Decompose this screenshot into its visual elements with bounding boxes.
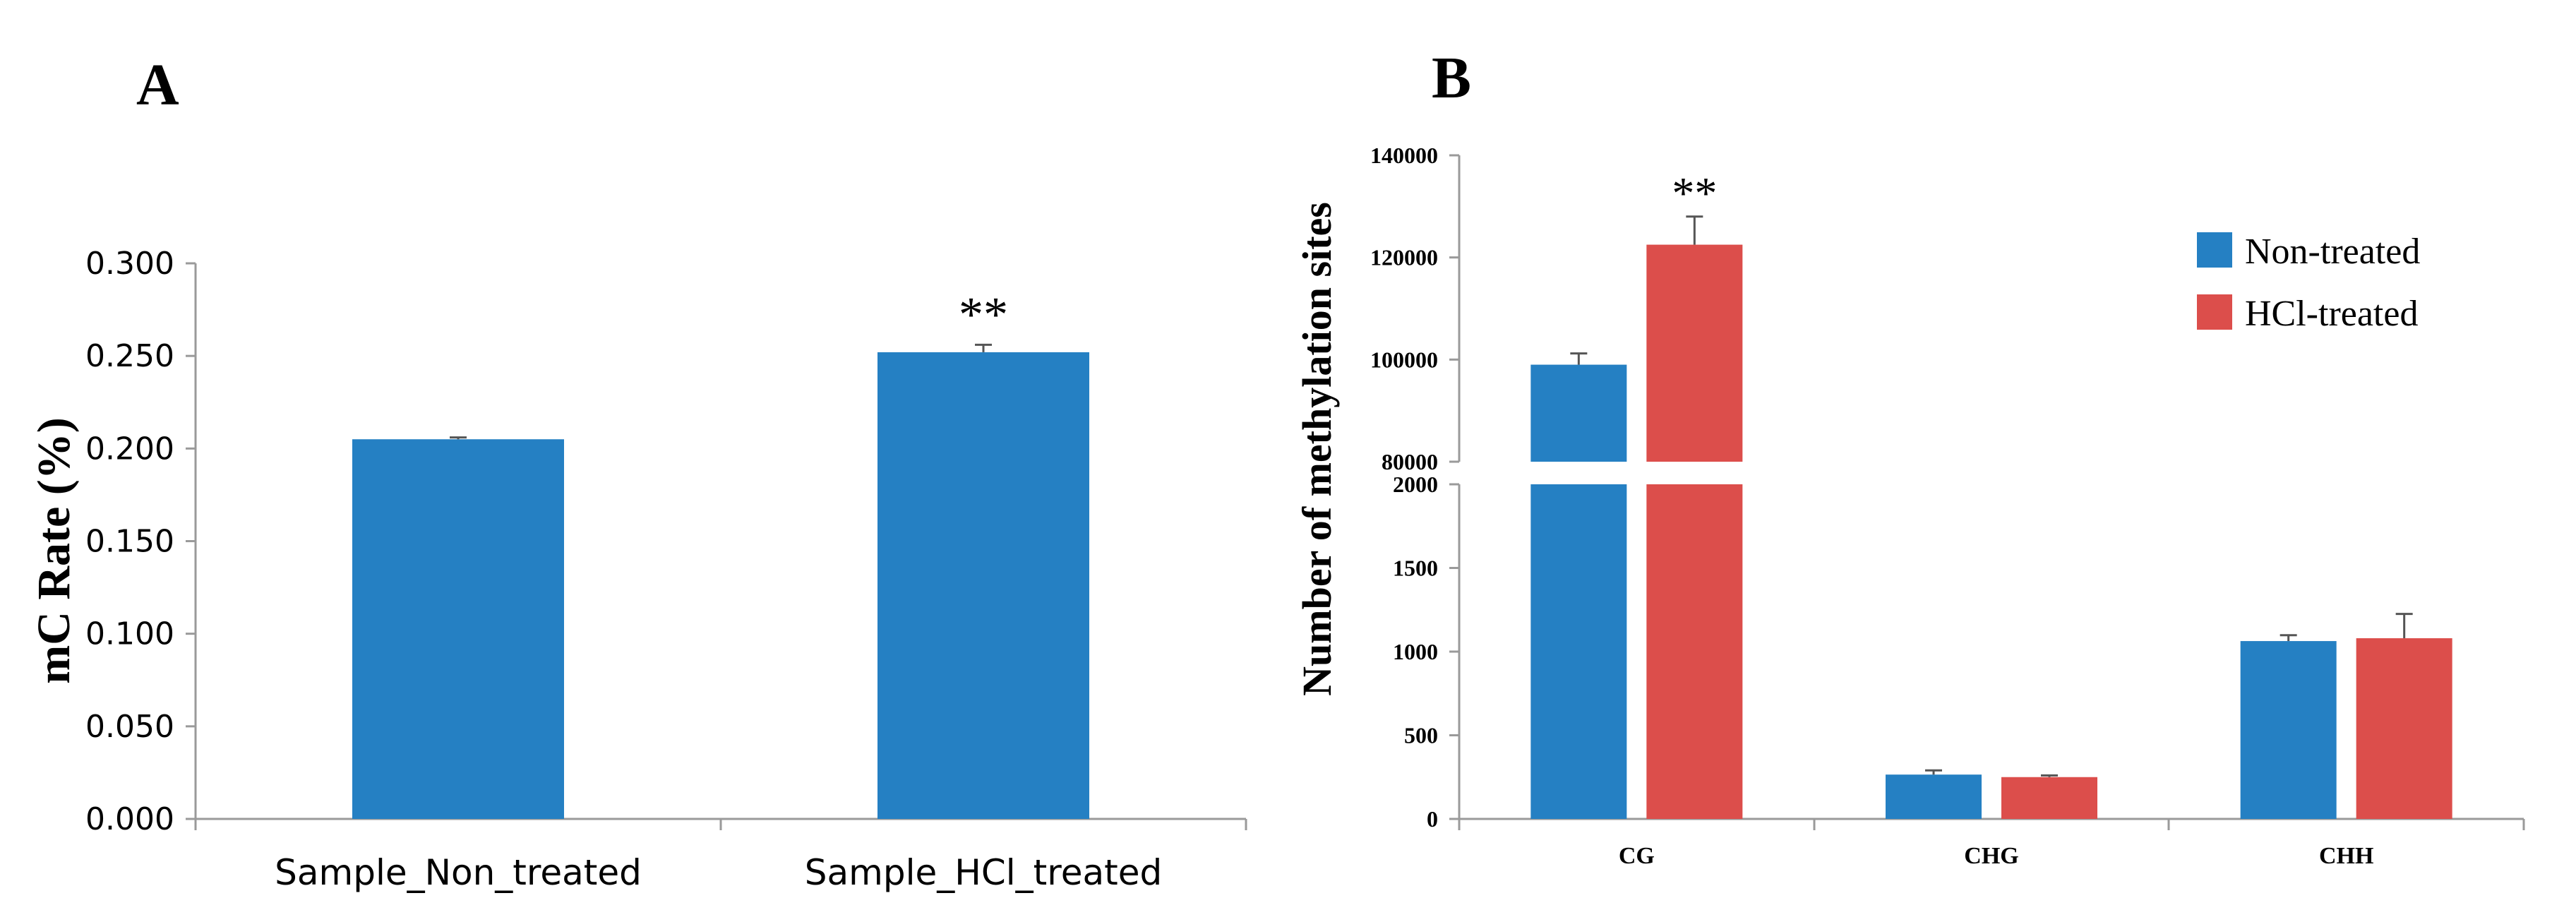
panel-b-label: B [1432,45,1471,111]
panel-a-y-axis-label: mC Rate (%) [28,417,80,684]
panel-b-y-tick-label: 1000 [1393,639,1438,664]
panel-b-y-axis-label: Number of methylation sites [1294,202,1340,696]
panel-a: A mC Rate (%) 0.0000.0500.1000.1500.2000… [28,52,1247,893]
panel-b-bar-non-treated [2240,641,2337,819]
panel-a-x-tick-label: Sample_HCl_treated [805,852,1162,893]
panel-a-y-tick-label: 0.050 [85,709,174,745]
panel-b-y-tick-label: 0 [1427,806,1438,832]
panel-b-x-tick-label: CHH [2319,843,2373,869]
panel-b-y-tick-label: 120000 [1370,245,1438,270]
panel-a-x-labels: Sample_Non_treated Sample_HCl_treated [275,852,1162,893]
panel-b-bar-hcl-treated [1646,484,1743,819]
panel-a-y-tick-label: 0.300 [85,246,174,282]
panel-a-bar [877,352,1089,819]
panel-b-x-tick-label: CG [1619,843,1655,869]
panel-a-significance-marker: ** [959,287,1008,342]
panel-b-bar-non-treated [1530,484,1627,819]
panel-b-significance-marker: ** [1672,168,1717,218]
legend-label-non-treated: Non-treated [2245,232,2420,272]
panel-b-bar-non-treated [1886,774,1982,819]
panel-b-bar-non-treated-upper [1530,364,1627,462]
panel-b: B Number of methylation sites 0 500 1000 15… [1294,45,2525,869]
panel-b-x-labels: CG CHG CHH [1619,843,2374,869]
panel-a-y-tick-label: 0.100 [85,616,174,652]
panel-b-bar-hcl-treated [2356,638,2452,819]
panel-a-bars: ** [352,287,1089,819]
panel-b-y-tick-label: 2000 [1393,472,1438,497]
legend-label-hcl-treated: HCl-treated [2245,294,2418,334]
panel-b-x-tick-label: CHG [1964,843,2018,869]
panel-a-y-tick-label: 0.250 [85,338,174,374]
legend: Non-treated HCl-treated [2197,232,2420,334]
legend-swatch-non-treated [2197,232,2232,268]
panel-a-bar [352,439,564,819]
legend-swatch-hcl-treated [2197,294,2232,330]
panel-b-bar-hcl-treated-upper [1646,244,1743,462]
panel-b-y-tick-label: 100000 [1370,347,1438,372]
panel-b-y-tick-label: 80000 [1382,449,1438,474]
panel-a-y-tick-label: 0.150 [85,524,174,560]
panel-b-bar-hcl-treated [2001,777,2097,819]
panel-a-y-tick-label: 0.000 [85,801,174,837]
panel-b-y-tick-label: 140000 [1370,143,1438,168]
panel-b-y-tick-label: 500 [1404,723,1438,748]
panel-a-y-ticks: 0.000 0.050 0.100 0.150 0.200 0.250 0.300 [85,246,196,837]
panel-a-x-tick-label: Sample_Non_treated [275,852,642,893]
panel-a-y-tick-label: 0.200 [85,431,174,467]
panel-a-label: A [136,52,179,118]
panel-b-y-tick-label: 1500 [1393,556,1438,581]
panel-b-bars: ** [1530,168,2452,819]
